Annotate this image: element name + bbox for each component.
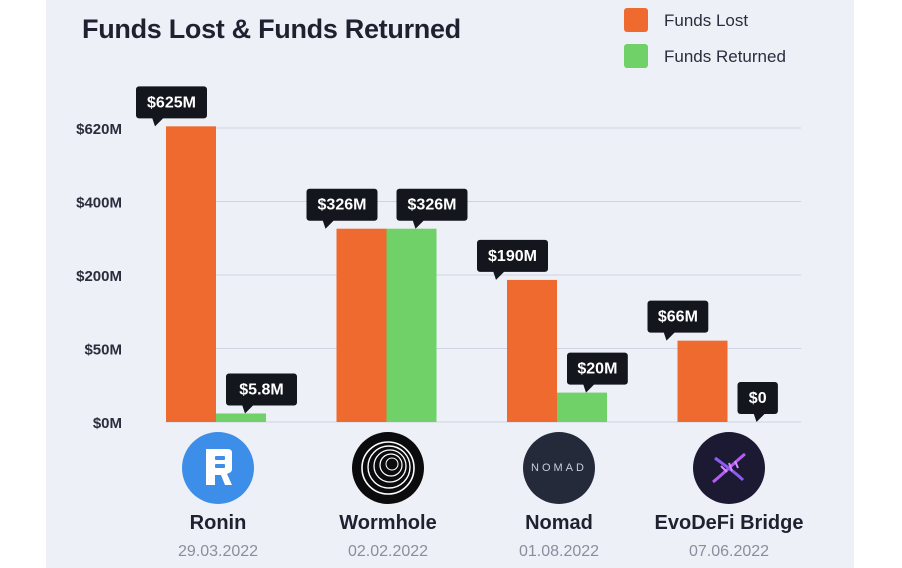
data-label-pointer xyxy=(753,413,766,422)
data-label-pointer xyxy=(493,270,505,280)
data-label: $5.8M xyxy=(239,381,283,398)
category-date: 07.06.2022 xyxy=(688,543,770,560)
data-label-pointer xyxy=(242,404,254,414)
category-date: 02.02.2022 xyxy=(347,543,429,560)
ronin-logo-icon xyxy=(182,432,254,504)
data-label-pointer xyxy=(663,331,676,341)
bar-chart: $0M $50M $200M $400M $620M $625M $5.8M $326M $32… xyxy=(76,86,801,432)
category-name: EvoDeFi Bridge xyxy=(654,512,804,534)
bar-funds-lost xyxy=(336,228,387,422)
nomad-logo-icon: NOMAD xyxy=(523,432,595,504)
data-label-box xyxy=(226,373,297,406)
data-label-pointer xyxy=(412,219,425,229)
category-date: 01.08.2022 xyxy=(518,543,600,560)
data-label-box xyxy=(647,300,709,333)
chart-panel: Funds Lost & Funds Returned Funds Lost F… xyxy=(46,0,854,568)
category-name: Wormhole xyxy=(339,512,437,534)
legend-swatch-funds-returned xyxy=(624,44,648,68)
category-date: 29.03.2022 xyxy=(177,543,259,560)
data-label: $625M xyxy=(147,94,196,111)
data-label: $326M xyxy=(408,197,457,214)
category-name: Ronin xyxy=(189,512,247,534)
data-label: $326M xyxy=(318,197,367,214)
evodefi-logo-icon xyxy=(693,432,765,504)
data-label-pointer xyxy=(322,219,335,229)
data-label: $66M xyxy=(658,309,698,326)
data-label-pointer xyxy=(583,383,595,393)
legend-label-funds-lost: Funds Lost xyxy=(664,11,749,30)
wormhole-logo-icon xyxy=(352,432,424,504)
chart-title: Funds Lost & Funds Returned xyxy=(82,14,461,44)
y-tick-label: $0M xyxy=(93,415,122,432)
bar-funds-lost xyxy=(677,340,728,422)
legend-swatch-funds-lost xyxy=(624,8,648,32)
category-name: Nomad xyxy=(525,512,593,534)
nomad-logo-text: NOMAD xyxy=(531,462,587,474)
legend-label-funds-returned: Funds Returned xyxy=(664,47,786,66)
bar-funds-returned xyxy=(557,392,607,422)
y-tick-label: $400M xyxy=(76,195,122,212)
y-tick-label: $200M xyxy=(76,268,122,285)
data-label-box xyxy=(136,86,207,119)
data-label: $20M xyxy=(577,361,617,378)
data-label: $0 xyxy=(749,390,767,407)
data-label-box xyxy=(567,352,628,385)
bar-funds-returned xyxy=(216,413,266,422)
y-tick-label: $620M xyxy=(76,121,122,138)
bar-funds-returned xyxy=(386,228,437,422)
data-label-box xyxy=(306,188,378,221)
data-label: $190M xyxy=(488,248,537,265)
data-label-pointer xyxy=(152,117,164,127)
data-label-box xyxy=(737,382,778,414)
bar-funds-lost xyxy=(166,126,216,423)
y-tick-label: $50M xyxy=(84,342,122,359)
bar-funds-lost xyxy=(507,279,557,422)
data-label-box xyxy=(477,239,548,272)
data-label-box xyxy=(396,188,468,221)
